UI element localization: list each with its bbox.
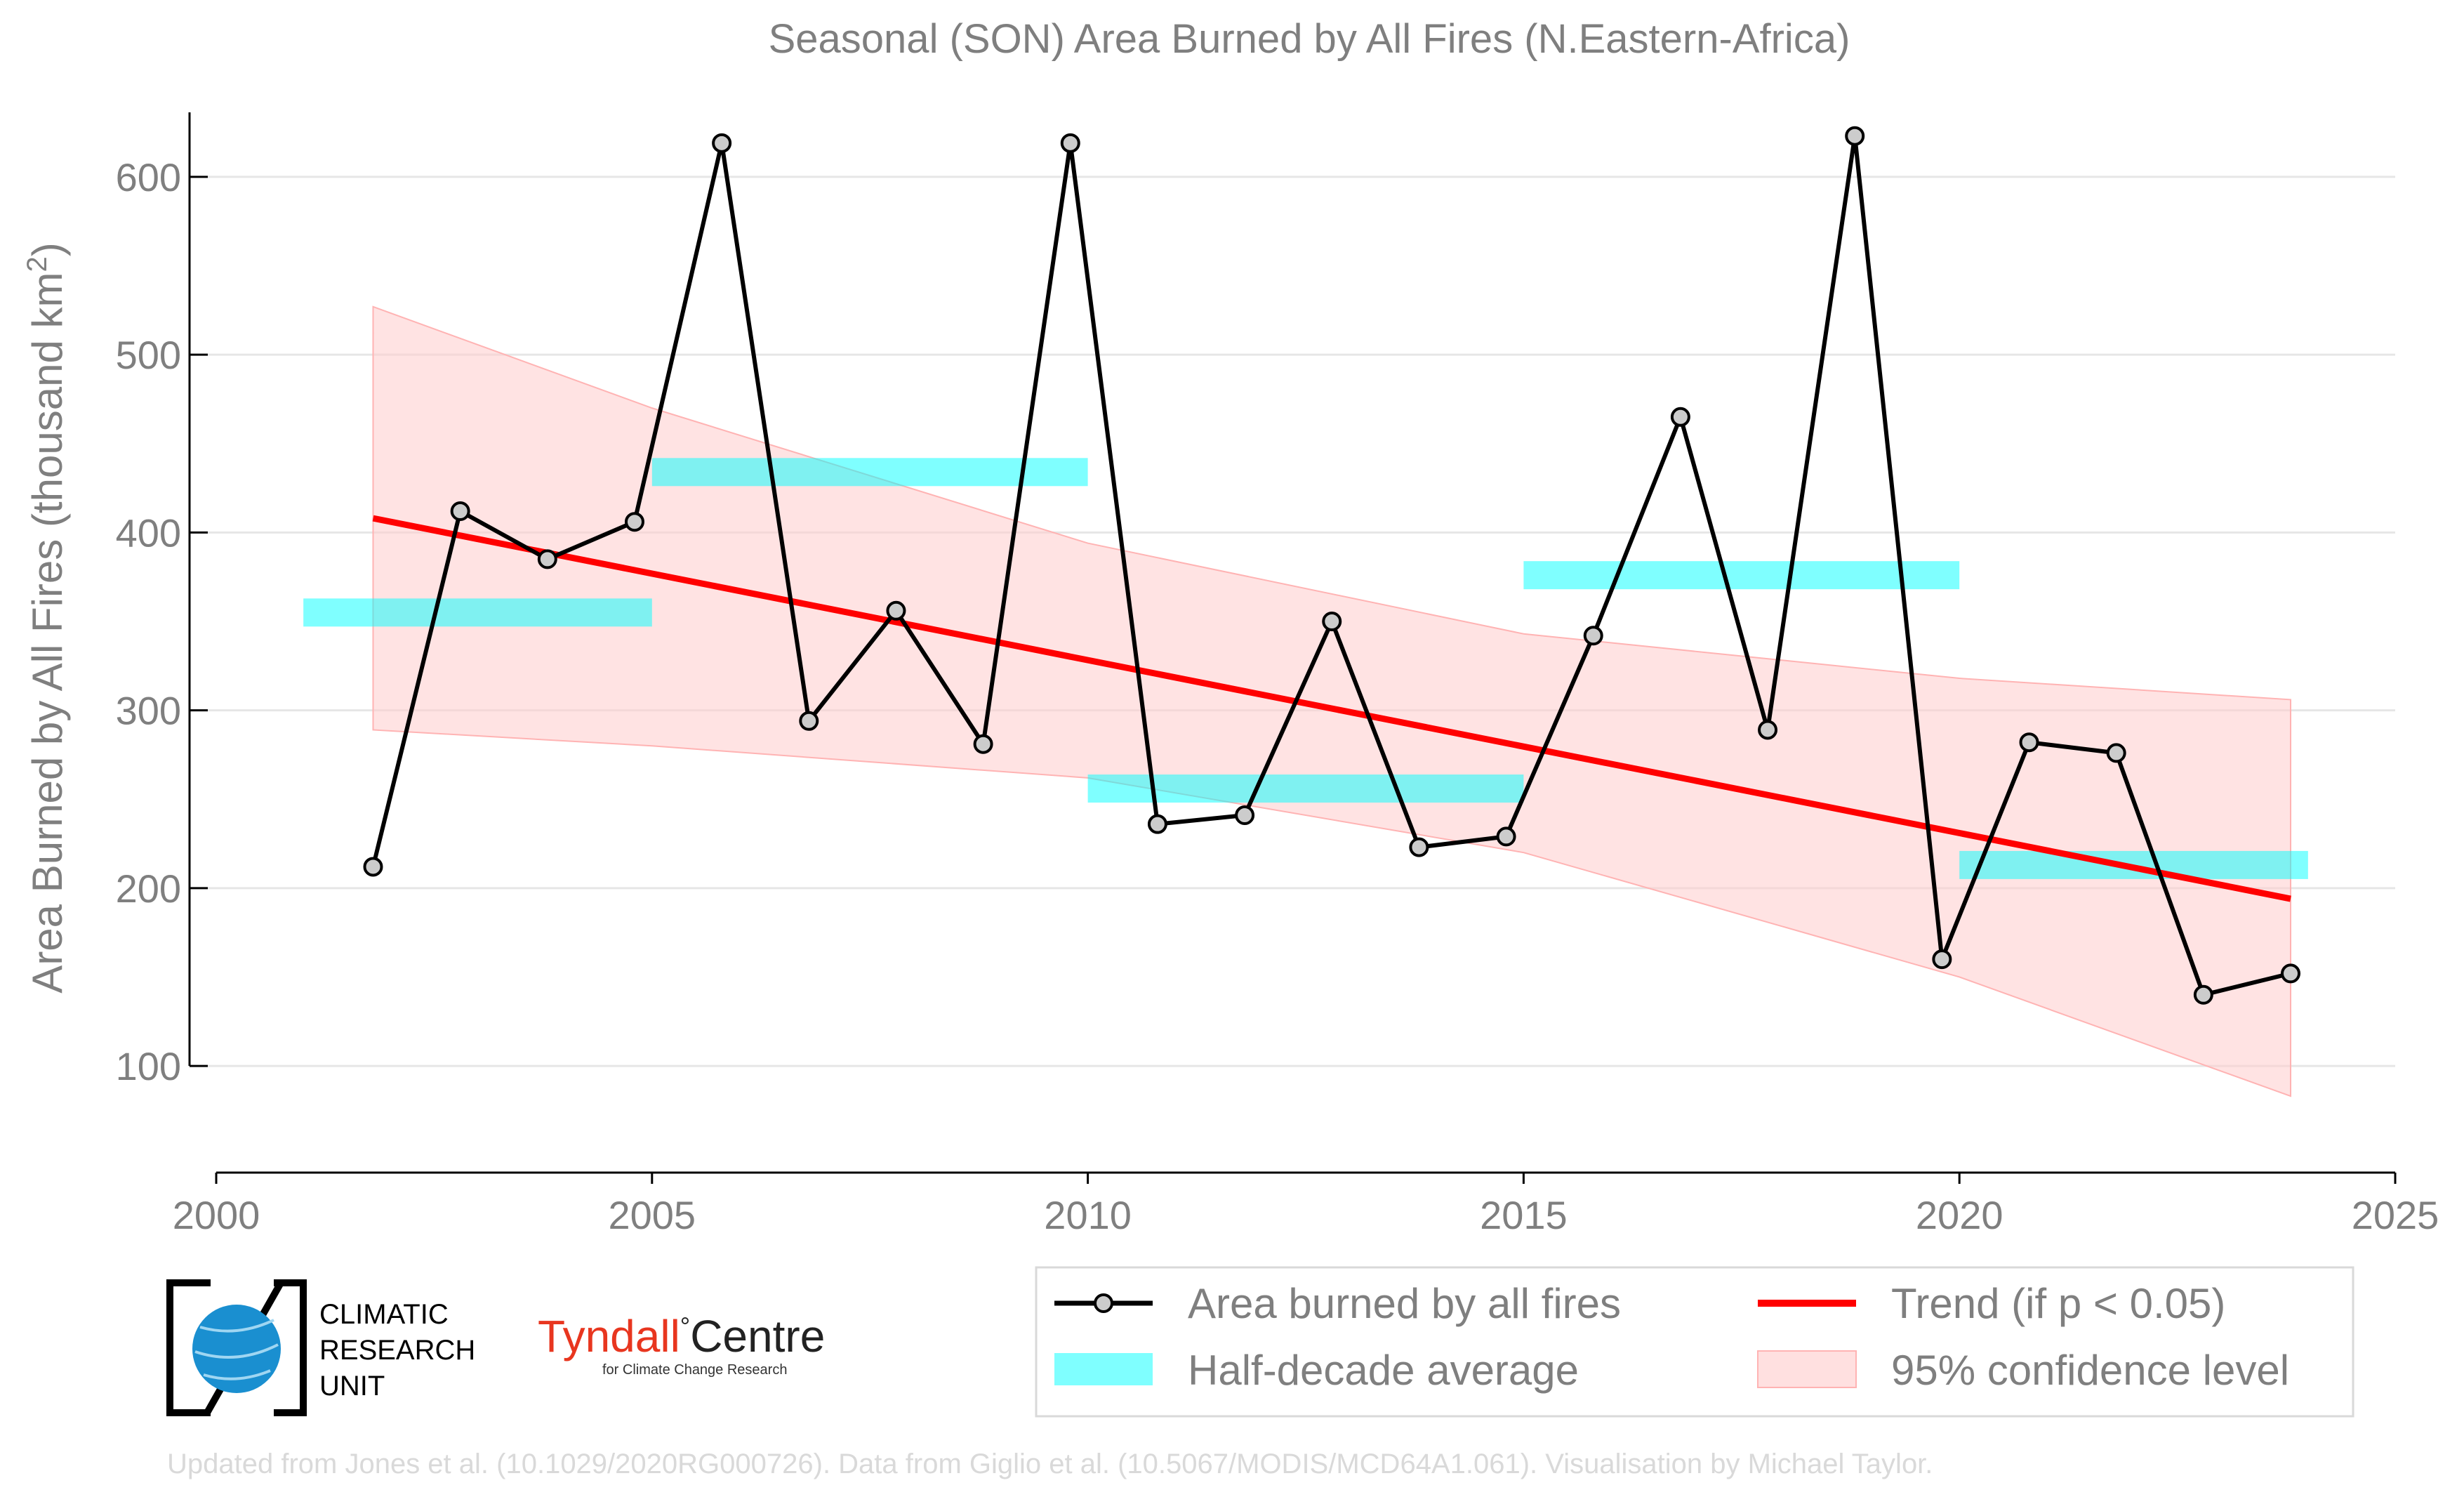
legend-confidence-label: 95% confidence level [1891,1347,2289,1394]
data-point [973,734,993,754]
data-point [2019,732,2039,753]
data-point [2193,984,2213,1005]
data-point [1147,814,1167,834]
legend-frame [1035,1266,2354,1418]
axes [188,112,2397,1184]
legend-half-decade-swatch [1054,1353,1153,1385]
cru-globe-lines [194,1319,279,1380]
data-point [1060,133,1080,153]
half-decade-bar [303,598,652,627]
legend-trend-label: Trend (if p < 0.05) [1891,1280,2225,1327]
data-point [712,133,732,153]
data-point [1845,126,1865,146]
confidence-band [372,305,2292,1097]
data-point [2106,743,2126,763]
trend-line [372,515,2291,902]
data-point [1758,720,1778,740]
data-point [1583,626,1603,646]
data-point [886,600,906,621]
cru-logo-line-3: UNIT [319,1371,385,1402]
data-point [363,857,383,877]
y-tick-label: 500 [116,333,181,377]
confidence-band-layer [372,305,2292,1097]
cru-logo-line-2: RESEARCH [319,1335,475,1366]
x-tick-label: 2010 [1044,1193,1132,1237]
x-tick-label: 2015 [1480,1193,1568,1237]
y-tick-label: 600 [116,155,181,199]
data-point [624,512,644,532]
legend-half-decade-label: Half-decade average [1188,1347,1579,1394]
x-tick-label: 2020 [1916,1193,2003,1237]
cru-logo-bracket-left [166,1279,211,1416]
y-tick-label: 200 [116,866,181,911]
data-point [799,711,819,731]
half-decade-bar [1087,774,1524,803]
half-decade-bar [1523,561,1960,590]
y-tick-labels: 100 200 300 400 500 600 [116,155,181,1088]
legend-series-label: Area burned by all fires [1188,1280,1621,1327]
y-tick-label: 300 [116,689,181,733]
cru-logo: CLIMATIC RESEARCH UNIT [166,1279,475,1416]
series-layer [363,126,2301,1005]
data-point [1670,407,1690,427]
x-tick-labels: 2000 2005 2010 2015 2020 2025 [173,1193,2439,1237]
data-point [537,549,557,569]
data-point [2281,963,2301,984]
y-tick-label: 400 [116,510,181,555]
tyndall-logo: Tyndall°Centre for Climate Change Resear… [538,1311,825,1378]
data-point [1932,949,1952,970]
half-decade-layer [303,458,2308,879]
cru-logo-line-1: CLIMATIC [319,1299,449,1330]
data-point [1496,826,1516,847]
legend: Area burned by all fires Half-decade ave… [1035,1266,2354,1418]
legend-series-swatch-marker [1094,1293,1113,1313]
legend-confidence-swatch [1757,1350,1857,1388]
tyndall-logo-wordmark: Tyndall°Centre [538,1311,825,1361]
tyndall-logo-subtitle: for Climate Change Research [602,1362,787,1378]
y-tick-label: 100 [116,1044,181,1088]
data-point [1409,837,1429,857]
chart-title: Seasonal (SON) Area Burned by All Fires … [769,16,1850,62]
trend-layer [372,515,2291,902]
cru-logo-bracket-right [274,1279,307,1416]
credit-line: Updated from Jones et al. (10.1029/2020R… [167,1449,1933,1479]
x-tick-label: 2025 [2352,1193,2439,1237]
data-point [450,501,470,521]
data-point [1235,805,1255,826]
half-decade-bar [651,458,1088,487]
x-tick-label: 2005 [609,1193,696,1237]
data-point [1322,612,1342,631]
x-tick-label: 2000 [173,1193,260,1237]
y-axis-label: Area Burned by All Fires (thousand km2) [22,242,71,993]
